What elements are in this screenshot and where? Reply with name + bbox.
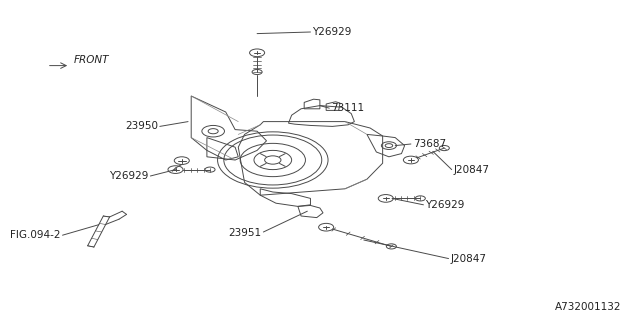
Text: FIG.094-2: FIG.094-2 (10, 230, 61, 240)
Text: J20847: J20847 (454, 165, 490, 175)
Text: A732001132: A732001132 (555, 302, 621, 312)
Text: Y26929: Y26929 (109, 171, 148, 181)
Text: Y26929: Y26929 (426, 200, 465, 211)
Text: 23951: 23951 (228, 228, 262, 238)
Text: 73111: 73111 (331, 103, 364, 113)
Text: 73687: 73687 (413, 139, 446, 149)
Text: J20847: J20847 (451, 254, 486, 264)
Text: FRONT: FRONT (74, 55, 109, 65)
Text: 23950: 23950 (125, 121, 158, 132)
Text: Y26929: Y26929 (312, 27, 352, 37)
